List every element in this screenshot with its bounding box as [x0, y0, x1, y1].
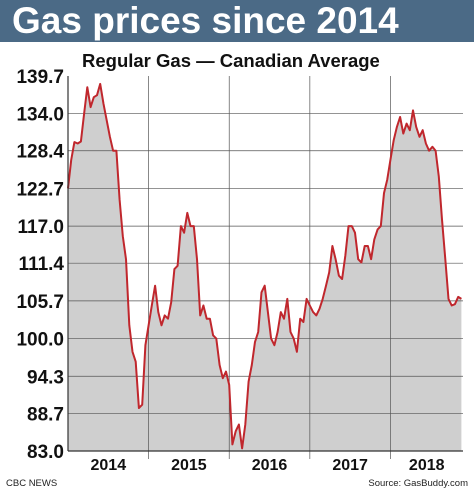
x-tick-label: 2016 [252, 457, 288, 474]
series-area-fill [68, 83, 462, 452]
x-tick-labels: 2014 2015 2016 2017 2018 [91, 457, 445, 474]
y-tick-label: 88.7 [27, 404, 64, 425]
y-tick-label: 139.7 [16, 67, 64, 88]
y-tick-label: 94.3 [27, 367, 64, 388]
y-tick-label: 111.4 [19, 254, 65, 275]
y-tick-label: 128.4 [16, 142, 64, 163]
title-bar [0, 0, 474, 42]
page-title: Gas prices since 2014 [12, 0, 399, 41]
x-tick-label: 2017 [332, 457, 368, 474]
y-tick-label: 100.0 [16, 330, 64, 351]
chart-subtitle: Regular Gas — Canadian Average [82, 50, 380, 71]
y-tick-label: 83.0 [27, 442, 64, 463]
x-tick-label: 2018 [409, 457, 445, 474]
y-tick-label: 122.7 [16, 179, 64, 200]
horizontal-gridlines [68, 113, 463, 414]
y-tick-label: 117.0 [18, 217, 65, 238]
x-tick-label: 2015 [171, 457, 207, 474]
footer-credit: CBC NEWS [6, 478, 57, 489]
series-line [67, 82, 462, 450]
footer-source: Source: GasBuddy.com [368, 478, 468, 489]
y-tick-label: 134.0 [16, 105, 64, 126]
y-tick-labels: 139.7 134.0 128.4 122.7 117.0 111.4 105.7 100.0… [16, 67, 64, 463]
y-tick-label: 105.7 [16, 292, 64, 313]
x-tick-label: 2014 [91, 457, 127, 474]
